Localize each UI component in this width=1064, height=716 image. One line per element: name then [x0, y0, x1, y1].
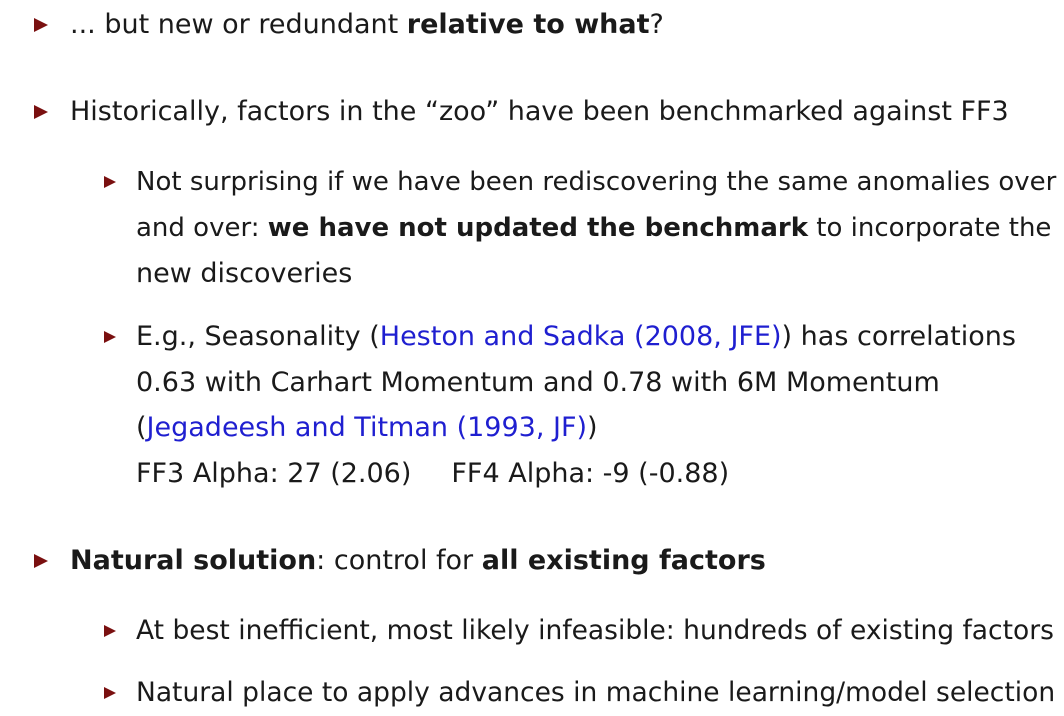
sub-bullet-text: ( — [136, 412, 147, 443]
sub-bullet-marker-icon — [104, 176, 116, 188]
bullet-text: ? — [649, 9, 664, 40]
sub-bullet-marker-icon — [104, 687, 116, 699]
sub-bullet-line: 0.63 with Carhart Momentum and 0.78 with… — [136, 360, 940, 406]
bullet-text: ... but new or redundant — [70, 9, 407, 40]
bullet-marker-icon — [34, 18, 48, 32]
sub-bullet-text: Not surprising if we have been rediscove… — [136, 167, 1057, 197]
citation-link-heston-sadka[interactable]: Heston and Sadka (2008, JFE) — [379, 321, 782, 352]
sub-bullet-text: Natural place to apply advances in machi… — [136, 677, 1056, 708]
bullet-bold-text: all existing factors — [481, 545, 766, 576]
sub-bullet-line: At best inefficient, most likely infeasi… — [136, 608, 1054, 654]
sub-bullet-marker-icon — [104, 331, 116, 343]
sub-bullet-line: (Jegadeesh and Titman (1993, JF)) — [136, 405, 598, 451]
sub-bullet-text: new discoveries — [136, 258, 353, 289]
bullet-relative-to-what: ... but new or redundant relative to wha… — [70, 2, 664, 48]
ff3-alpha: FF3 Alpha: 27 (2.06) — [136, 458, 412, 489]
bullet-marker-icon — [34, 105, 48, 119]
bullet-bold-text: relative to what — [406, 9, 650, 40]
bullet-bold-text: Natural solution — [70, 545, 317, 576]
sub-bullet-text: to incorporate the — [808, 213, 1052, 243]
bullet-factors-zoo: Historically, factors in the “zoo” have … — [70, 89, 1009, 135]
sub-bullet-bold-text: we have not updated the benchmark — [267, 213, 809, 243]
sub-bullet-text: ) has correlations — [781, 321, 1016, 352]
sub-bullet-line: Natural place to apply advances in machi… — [136, 670, 1055, 716]
bullet-text: Historically, factors in the “zoo” have … — [70, 96, 1009, 127]
sub-bullet-line: Not surprising if we have been rediscove… — [136, 159, 1056, 205]
alpha-line: FF3 Alpha: 27 (2.06) FF4 Alpha: -9 (-0.88… — [136, 451, 729, 497]
sub-bullet-text: At best inefficient, most likely infeasi… — [136, 615, 1054, 646]
bullet-marker-icon — [34, 554, 48, 568]
sub-bullet-line: new discoveries — [136, 251, 352, 297]
sub-bullet-text: ) — [587, 412, 598, 443]
ff4-alpha: FF4 Alpha: -9 (-0.88) — [451, 458, 730, 489]
sub-bullet-marker-icon — [104, 625, 116, 637]
sub-bullet-text: E.g., Seasonality ( — [136, 321, 380, 352]
citation-link-jegadeesh-titman[interactable]: Jegadeesh and Titman (1993, JF) — [146, 412, 588, 443]
bullet-natural-solution: Natural solution: control for all existi… — [70, 538, 766, 584]
sub-bullet-text: and over: — [136, 213, 268, 243]
sub-bullet-text: 0.63 with Carhart Momentum and 0.78 with… — [136, 367, 940, 398]
bullet-text: : control for — [316, 545, 482, 576]
sub-bullet-line: and over: we have not updated the benchm… — [136, 205, 1051, 251]
sub-bullet-line: E.g., Seasonality (Heston and Sadka (200… — [136, 314, 1016, 360]
